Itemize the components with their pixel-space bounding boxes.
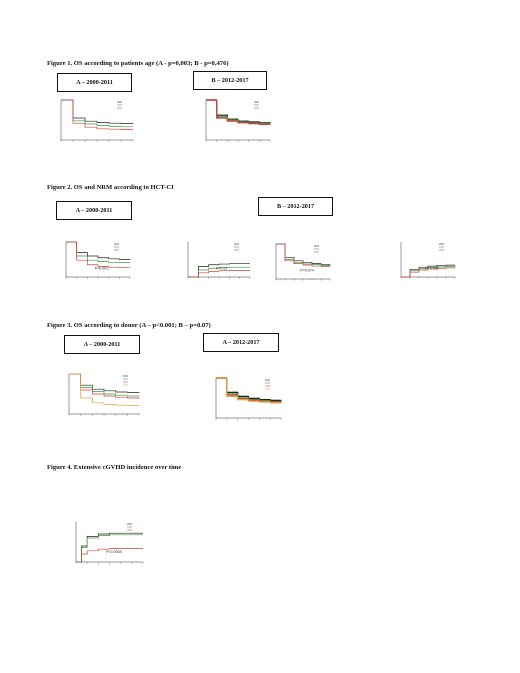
curve-series-2 <box>206 99 271 125</box>
curve-series-2 <box>276 243 331 266</box>
p-value-label: P=0.052 <box>425 266 439 270</box>
curve-series-3 <box>61 99 133 130</box>
curve-series-1 <box>61 99 134 124</box>
figure-2-panel-b-label: B – 2012-2017 <box>258 197 333 216</box>
curve-series-3 <box>188 270 250 278</box>
p-value-label: P<0.001 <box>95 266 109 270</box>
curve-series-3 <box>276 243 331 267</box>
plot-canvas: P<0.0004 <box>75 522 144 564</box>
figure-2-title: Figure 2. OS and NRM according to HCT-CI <box>47 184 174 191</box>
curve-series-3 <box>66 241 130 268</box>
curve-series-3 <box>216 377 282 403</box>
curve-series-3 <box>206 99 271 125</box>
figure-1-panel-b-label: B – 2012-2017 <box>193 71 267 90</box>
figure-2-plot-a-os: P<0.001 <box>60 240 132 285</box>
plot-canvas <box>215 377 282 420</box>
curve-series-2 <box>69 373 140 397</box>
curve-series-2 <box>66 241 131 263</box>
figure-2-plot-a-nrm: P=0.02 <box>182 240 252 285</box>
curve-series-4 <box>69 373 140 406</box>
plot-canvas <box>60 99 134 142</box>
p-value-label: P<0.0004 <box>106 550 122 554</box>
curve-series-3 <box>69 373 140 399</box>
plot-canvas: P=0.02 <box>187 242 251 279</box>
figure-2-panel-a-label: A – 2000-2011 <box>56 201 132 220</box>
p-value-label: P=0.02 <box>216 266 228 270</box>
curve-series-3 <box>76 548 143 563</box>
figure-2-plot-b-os: P=0.074 <box>270 242 332 287</box>
curve-series-2 <box>188 266 250 278</box>
curve-series-4 <box>216 377 282 404</box>
curve-series-3 <box>401 267 456 278</box>
curve-series-2 <box>61 99 133 128</box>
curve-series-1 <box>401 264 456 278</box>
axis <box>60 100 133 141</box>
figure-3-panel-b-label: A – 2012-2017 <box>203 333 279 352</box>
axis <box>400 242 455 278</box>
figure-1-title: Figure 1. OS according to patients age (… <box>47 60 229 67</box>
plot-canvas <box>68 373 140 416</box>
curve-series-1 <box>276 243 331 265</box>
curve-series-2 <box>76 534 143 563</box>
figure-1-plot-b <box>200 98 272 148</box>
figure-3-title: Figure 3. OS according to donor (A – p<0… <box>47 322 211 329</box>
curve-series-1 <box>69 373 140 393</box>
figure-1-panel-a-label: A – 2000-2011 <box>57 73 132 92</box>
figure-3-plot-b <box>210 376 283 426</box>
axis <box>75 522 143 563</box>
figure-2-plot-b-nrm: P=0.052 <box>395 240 457 285</box>
curve-series-1 <box>216 377 282 401</box>
curve-series-2 <box>401 266 456 278</box>
curve-series-1 <box>66 241 131 260</box>
figure-3-panel-a-label: A – 2000-2011 <box>64 335 140 354</box>
figure-1-plot-a <box>55 98 135 148</box>
figure-3-plot-a <box>63 372 141 422</box>
figure-4-title: Figure 4. Extensive cGVHD incidence over… <box>47 464 182 471</box>
figure-4-plot: P<0.0004 <box>70 520 145 570</box>
plot-canvas <box>205 99 271 142</box>
plot-canvas: P=0.074 <box>275 243 331 281</box>
p-value-label: P=0.074 <box>300 268 314 272</box>
plot-canvas: P<0.001 <box>65 241 131 279</box>
plot-canvas: P=0.052 <box>400 242 456 279</box>
